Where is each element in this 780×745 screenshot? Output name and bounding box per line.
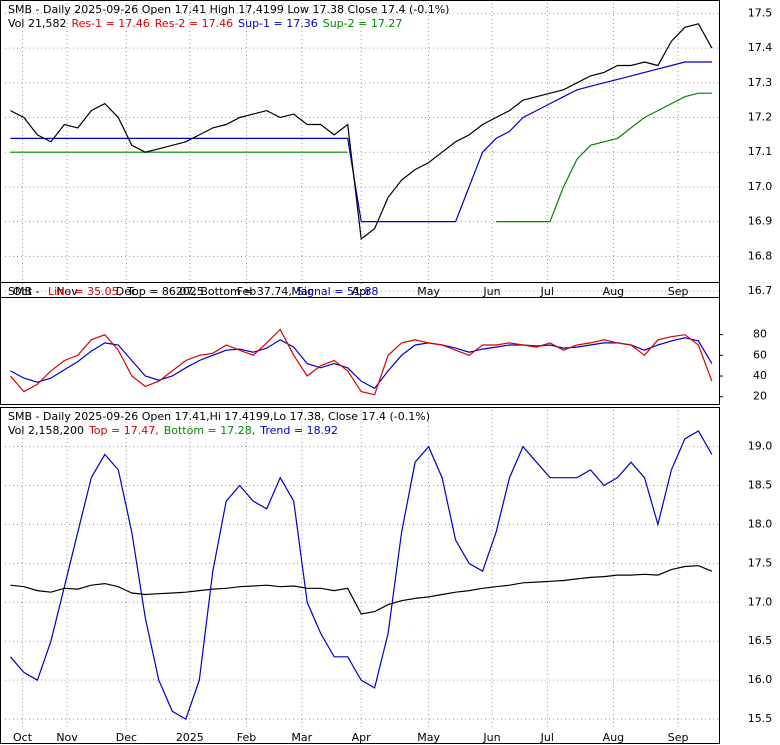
panel-header: Vol 2,158,200 Top = 17.47, Bottom = 17.28,… bbox=[8, 424, 338, 437]
y-tick-label: 18.0 bbox=[748, 517, 773, 530]
series-line bbox=[9, 430, 713, 720]
header-item: Signal = 51.88 bbox=[297, 285, 379, 298]
y-tick-label: 17.0 bbox=[748, 180, 773, 193]
x-tick-label: Feb bbox=[237, 285, 256, 298]
x-tick-label: Nov bbox=[56, 731, 78, 744]
header-item: Vol 21,582 bbox=[8, 17, 66, 30]
x-tick-label: Jun bbox=[482, 285, 500, 298]
x-tick-label: Sep bbox=[668, 285, 689, 298]
header-item: Sup-1 = 17.36 bbox=[238, 17, 318, 30]
x-tick-label: Jul bbox=[540, 285, 554, 298]
x-tick-label: Jun bbox=[482, 731, 500, 744]
series-line bbox=[10, 337, 713, 390]
x-tick-label: 2025 bbox=[176, 731, 204, 744]
y-tick-label: 18.5 bbox=[748, 479, 773, 492]
series-line bbox=[10, 565, 713, 615]
x-tick-label: Apr bbox=[352, 731, 372, 744]
header-item: Vol 2,158,200 bbox=[8, 424, 84, 437]
y-tick-label: 17.5 bbox=[748, 556, 773, 569]
header-item: Res-1 = 17.46 bbox=[71, 17, 149, 30]
y-tick-label: 17.2 bbox=[748, 111, 773, 124]
y-tick-label: 17.0 bbox=[748, 595, 773, 608]
panel-frame bbox=[0, 0, 720, 298]
x-tick-label: May bbox=[417, 285, 440, 298]
x-tick-label: Nov bbox=[56, 285, 78, 298]
y-tick-label: 16.8 bbox=[748, 249, 773, 262]
panel-header: SMB - Daily 2025-09-26 Open 17.41,Hi 17.… bbox=[8, 410, 430, 423]
panel-frame bbox=[0, 282, 720, 405]
header-item: Res-2 = 17.46 bbox=[155, 17, 233, 30]
panel-header: SMB - Line = 35.05, Top = 86.07, Bottom =… bbox=[8, 285, 378, 298]
y-tick-label: 16.9 bbox=[748, 215, 773, 228]
y-tick-label: 15.5 bbox=[748, 712, 773, 725]
x-tick-label: Mar bbox=[291, 285, 312, 298]
y-tick-label: 17.3 bbox=[748, 76, 773, 89]
series-line bbox=[10, 23, 713, 241]
x-tick-label: Feb bbox=[237, 731, 256, 744]
x-tick-label: Aug bbox=[603, 731, 624, 744]
panel-header: SMB - Daily 2025-09-26 Open 17.41 High 1… bbox=[8, 3, 449, 16]
y-tick-label: 80 bbox=[753, 328, 767, 341]
x-tick-label: Dec bbox=[116, 285, 137, 298]
x-tick-label: Sep bbox=[668, 731, 689, 744]
header-item: Trend = 18.92 bbox=[259, 424, 338, 437]
y-tick-label: 16.5 bbox=[748, 634, 773, 647]
x-tick-label: Oct bbox=[13, 285, 33, 298]
header-item: SMB - Daily 2025-09-26 Open 17.41 High 1… bbox=[8, 3, 449, 16]
x-tick-label: 2025 bbox=[176, 285, 204, 298]
x-tick-label: Jul bbox=[540, 731, 554, 744]
header-item: Top = 17.47, bbox=[88, 424, 159, 437]
y-tick-label: 16.0 bbox=[748, 673, 773, 686]
x-tick-label: Mar bbox=[291, 731, 312, 744]
header-item: SMB - bbox=[8, 285, 43, 298]
panel-frame bbox=[0, 407, 720, 744]
y-tick-label: 17.1 bbox=[748, 145, 773, 158]
y-tick-label: 17.4 bbox=[748, 41, 773, 54]
series-line bbox=[9, 328, 713, 396]
y-tick-label: 19.0 bbox=[748, 440, 773, 453]
y-tick-label: 17.5 bbox=[748, 6, 773, 19]
header-item: Line = 35.05, bbox=[48, 285, 122, 298]
series-line bbox=[10, 92, 712, 223]
x-tick-label: Aug bbox=[603, 285, 624, 298]
header-item: Top = 86.07, Bottom = 37.74, bbox=[126, 285, 292, 298]
y-tick-label: 16.7 bbox=[748, 284, 773, 297]
x-tick-label: Apr bbox=[352, 285, 372, 298]
header-item: Sup-2 = 17.27 bbox=[323, 17, 403, 30]
x-tick-label: Dec bbox=[116, 731, 137, 744]
x-tick-label: Oct bbox=[13, 731, 33, 744]
header-item: SMB - Daily 2025-09-26 Open 17.41,Hi 17.… bbox=[8, 410, 430, 423]
y-tick-label: 20 bbox=[753, 390, 767, 403]
header-item: Bottom = 17.28, bbox=[164, 424, 256, 437]
y-tick-label: 40 bbox=[753, 369, 767, 382]
series-line bbox=[10, 61, 712, 223]
y-tick-label: 60 bbox=[753, 348, 767, 361]
x-tick-label: May bbox=[417, 731, 440, 744]
panel-header: Vol 21,582 Res-1 = 17.46 Res-2 = 17.46 Sup-… bbox=[8, 17, 402, 30]
